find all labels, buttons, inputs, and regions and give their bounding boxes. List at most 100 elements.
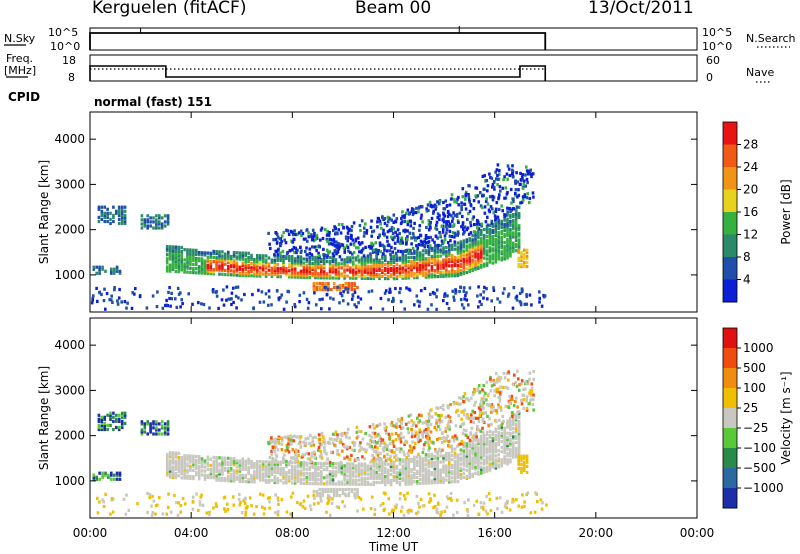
data-cell <box>206 267 210 271</box>
data-cell <box>168 269 172 273</box>
data-cell <box>401 210 404 214</box>
data-cell <box>427 248 431 253</box>
data-cell <box>418 228 421 232</box>
data-cell <box>352 250 356 255</box>
data-cell <box>427 271 431 275</box>
data-cell <box>435 307 438 311</box>
data-cell <box>238 479 242 483</box>
data-cell <box>247 257 250 261</box>
data-cell <box>517 244 521 248</box>
data-cell <box>323 446 326 450</box>
data-cell <box>206 251 210 255</box>
data-cell <box>447 440 450 444</box>
data-cell <box>475 416 478 420</box>
data-cell <box>360 241 364 245</box>
data-cell <box>200 461 204 465</box>
data-cell <box>352 272 355 276</box>
data-cell <box>206 255 210 259</box>
data-cell <box>456 457 460 461</box>
data-cell <box>442 252 445 256</box>
data-cell <box>433 475 437 479</box>
data-cell <box>503 175 506 179</box>
data-cell <box>299 261 303 265</box>
data-cell <box>256 268 259 272</box>
data-cell <box>296 273 300 277</box>
data-cell <box>302 477 306 481</box>
data-cell <box>354 464 358 468</box>
data-cell <box>438 427 442 432</box>
data-cell <box>525 165 528 169</box>
data-cell <box>181 302 184 306</box>
data-cell <box>452 295 455 299</box>
data-cell <box>314 469 317 474</box>
data-cell <box>325 474 329 478</box>
data-cell <box>424 459 428 463</box>
data-cell <box>209 457 213 461</box>
data-cell <box>437 414 440 418</box>
data-cell <box>366 466 370 470</box>
data-cell <box>325 276 329 280</box>
data-cell <box>149 428 152 432</box>
data-cell <box>393 450 396 454</box>
data-cell <box>500 439 503 444</box>
data-cell <box>354 466 358 470</box>
data-cell <box>509 458 512 462</box>
data-cell <box>398 480 402 484</box>
data-cell <box>457 195 460 199</box>
data-cell <box>183 476 186 480</box>
data-cell <box>326 288 330 292</box>
data-cell <box>455 436 459 440</box>
data-cell <box>442 240 446 244</box>
data-cell <box>101 267 104 271</box>
data-cell <box>264 262 268 266</box>
data-cell <box>459 244 463 248</box>
data-cell <box>465 250 469 254</box>
data-cell <box>258 470 262 474</box>
data-cell <box>319 496 322 500</box>
data-cell <box>338 487 342 492</box>
data-cell <box>331 497 334 501</box>
data-cell <box>477 256 480 260</box>
data-cell <box>140 432 144 436</box>
data-cell <box>430 269 434 273</box>
data-cell <box>477 220 480 224</box>
data-cell <box>427 459 431 463</box>
data-cell <box>285 300 288 304</box>
data-cell <box>474 447 477 451</box>
data-cell <box>276 499 280 503</box>
data-cell <box>497 247 500 251</box>
data-cell <box>381 262 384 266</box>
data-cell <box>400 239 403 243</box>
data-cell <box>327 498 331 502</box>
data-cell <box>428 446 431 450</box>
data-cell <box>515 298 519 302</box>
data-cell <box>452 211 455 215</box>
data-cell <box>469 203 473 207</box>
data-cell <box>477 442 480 446</box>
data-cell <box>467 416 470 420</box>
data-cell <box>155 428 158 432</box>
data-cell <box>332 254 336 258</box>
data-cell <box>270 272 274 276</box>
data-cell <box>353 491 356 496</box>
data-cell <box>331 464 335 468</box>
data-cell <box>481 174 485 178</box>
colorbar-tick-label: 4 <box>743 273 751 287</box>
data-cell <box>163 426 167 430</box>
data-cell <box>482 407 485 411</box>
data-cell <box>232 273 236 277</box>
data-cell <box>279 243 282 248</box>
data-cell <box>468 261 471 265</box>
data-cell <box>379 451 382 456</box>
data-cell <box>323 442 327 446</box>
data-cell <box>482 238 486 242</box>
data-cell <box>317 259 320 264</box>
data-cell <box>229 263 233 267</box>
data-cell <box>382 446 385 450</box>
data-cell <box>363 478 367 482</box>
data-cell <box>276 258 279 262</box>
data-cell <box>416 253 419 257</box>
data-cell <box>334 260 338 264</box>
data-cell <box>410 251 413 256</box>
data-cell <box>462 261 466 265</box>
